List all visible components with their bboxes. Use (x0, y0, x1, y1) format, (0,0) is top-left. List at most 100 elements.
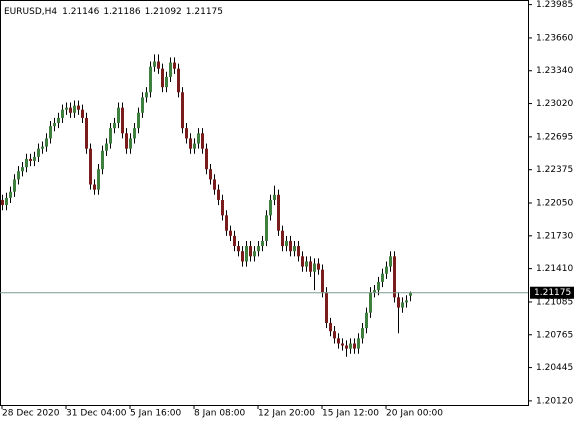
chart-header: EURUSD,H4 1.21146 1.21186 1.21092 1.21175 (4, 7, 223, 17)
symbol: EURUSD,H4 (4, 7, 57, 17)
candle-body (109, 128, 112, 144)
candle-body (233, 235, 236, 247)
candle-body (185, 128, 188, 139)
candle-body (253, 251, 256, 257)
candle-body (385, 266, 388, 274)
last-high: 1.21186 (103, 7, 140, 17)
candle-body (73, 105, 76, 113)
candle-body (57, 117, 60, 124)
candle-body (25, 158, 28, 168)
candle-body (249, 246, 252, 257)
candle-body (113, 123, 116, 129)
y-tick-label: 1.20765 (536, 330, 573, 340)
candle-body (313, 263, 316, 272)
candle-body (293, 246, 296, 252)
candle-body (9, 191, 12, 198)
candle-body (65, 107, 68, 110)
candle-body (301, 256, 304, 267)
candle-body (137, 112, 140, 129)
candle-body (377, 281, 380, 291)
candle-body (209, 169, 212, 180)
last-open: 1.21146 (62, 7, 99, 17)
candle-body (85, 117, 88, 149)
candle-body (393, 256, 396, 298)
candle-body (261, 240, 264, 247)
candle-body (349, 343, 352, 349)
candle-body (201, 133, 204, 149)
candle-body (1, 199, 4, 206)
candle-body (165, 76, 168, 88)
x-tick-label: 12 Jan 20:00 (258, 409, 315, 419)
candle-body (45, 138, 48, 147)
candle-body (365, 312, 368, 329)
candle-body (257, 246, 260, 252)
candle-body (269, 199, 272, 216)
candle-body (189, 138, 192, 149)
y-tick-label: 1.21085 (536, 297, 573, 307)
candle-body (77, 105, 80, 110)
candle-body (333, 331, 336, 339)
candle-body (369, 292, 372, 313)
candle-body (381, 273, 384, 282)
candle-body (305, 261, 308, 267)
y-tick-label: 1.23985 (536, 0, 573, 10)
candle-body (141, 97, 144, 113)
candle-body (125, 133, 128, 149)
x-tick-label: 5 Jan 16:00 (130, 409, 182, 419)
plot-frame (0, 0, 529, 406)
candle-body (117, 107, 120, 124)
candle-body (225, 215, 228, 231)
candle-body (397, 297, 400, 308)
candle-body (237, 246, 240, 252)
candle-body (241, 251, 244, 262)
candle-body (17, 171, 20, 180)
candle-body (105, 143, 108, 151)
candle-body (89, 148, 92, 185)
candle-body (401, 302, 404, 308)
candle-body (277, 194, 280, 231)
candle-body (93, 184, 96, 190)
candle-body (21, 167, 24, 172)
candle-body (273, 194, 276, 200)
x-tick-label: 8 Jan 08:00 (194, 409, 246, 419)
candle-body (13, 179, 16, 192)
candle-body (341, 343, 344, 346)
y-tick-label: 1.20120 (536, 396, 573, 406)
candle-body (81, 109, 84, 118)
candle-body (325, 292, 328, 323)
candle-body (149, 66, 152, 93)
candle-body (121, 107, 124, 134)
y-tick-label: 1.20445 (536, 363, 573, 373)
candle-body (41, 146, 44, 149)
candle-body (373, 290, 376, 293)
last-close: 1.21175 (186, 7, 223, 17)
y-tick-label: 1.21730 (536, 231, 573, 241)
candle-body (389, 256, 392, 267)
candle-body (221, 199, 224, 216)
last-low: 1.21092 (145, 7, 182, 17)
price-label: 1.21175 (534, 288, 571, 298)
candle-body (285, 240, 288, 247)
x-tick-label: 28 Dec 2020 (2, 409, 60, 419)
candle-body (409, 292, 412, 296)
candle-body (245, 246, 248, 262)
x-tick-label: 20 Jan 00:00 (386, 409, 443, 419)
candle-body (37, 148, 40, 157)
candle-body (265, 215, 268, 241)
candle-body (213, 179, 216, 190)
y-tick-label: 1.22050 (536, 199, 573, 209)
y-tick-label: 1.21410 (536, 264, 573, 274)
candle-body (69, 107, 72, 113)
y-tick-label: 1.22375 (536, 165, 573, 175)
candle-body (193, 143, 196, 149)
candle-body (181, 92, 184, 129)
candle-body (173, 62, 176, 69)
candle-body (205, 148, 208, 170)
candle-body (197, 133, 200, 144)
candle-body (329, 322, 332, 332)
candle-body (217, 189, 220, 200)
candle-body (321, 269, 324, 293)
candle-body (357, 338, 360, 349)
candle-body (297, 246, 300, 257)
